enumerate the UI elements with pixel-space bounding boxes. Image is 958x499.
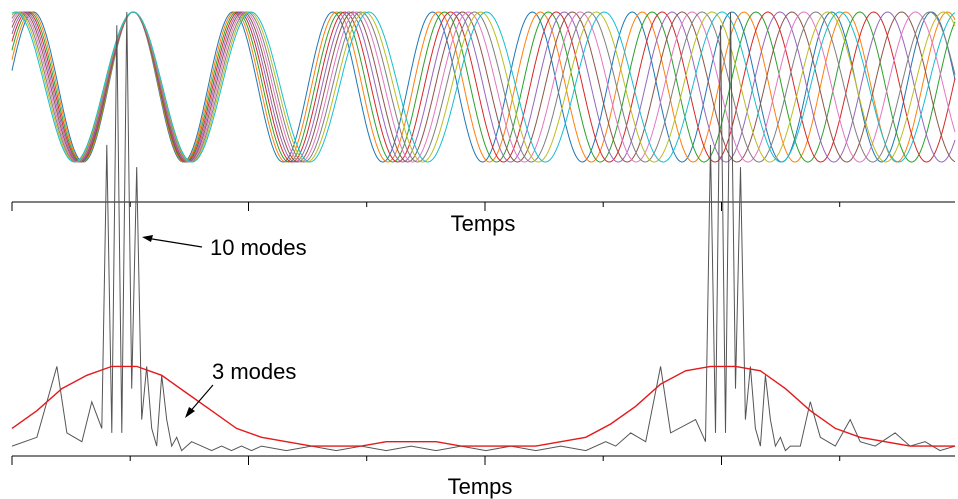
intensity-line-3-modes (11, 365, 955, 447)
mode-lines-group (11, 11, 956, 163)
mode-line-4 (11, 11, 956, 163)
annotation-3-modes-arrowhead (185, 407, 195, 418)
mode-line-2 (11, 11, 956, 163)
mode-line-7 (11, 11, 956, 163)
top-x-axis-title: Temps (451, 211, 516, 236)
intensity-line-10-modes (11, 11, 956, 452)
mode-line-5 (11, 11, 956, 163)
bottom-panel-intensity: Temps 10 modes 3 modes (11, 11, 956, 499)
mode-line-10 (11, 11, 956, 163)
intensity-lines-group (11, 11, 956, 452)
top-x-ticks (11, 202, 841, 211)
mode-line-3 (11, 11, 956, 163)
top-panel-modes: Temps (11, 11, 956, 236)
mode-line-8 (11, 11, 956, 163)
annotation-3-modes-label: 3 modes (212, 359, 296, 384)
mode-line-1 (11, 11, 956, 163)
annotation-10-modes-arrow (145, 237, 203, 248)
annotation-10-modes-label: 10 modes (210, 235, 307, 260)
bottom-x-ticks (11, 456, 841, 465)
annotation-10-modes: 10 modes (142, 235, 307, 260)
annotation-3-modes: 3 modes (185, 359, 296, 418)
bottom-x-axis-title: Temps (448, 474, 513, 499)
annotation-10-modes-arrowhead (142, 235, 153, 242)
